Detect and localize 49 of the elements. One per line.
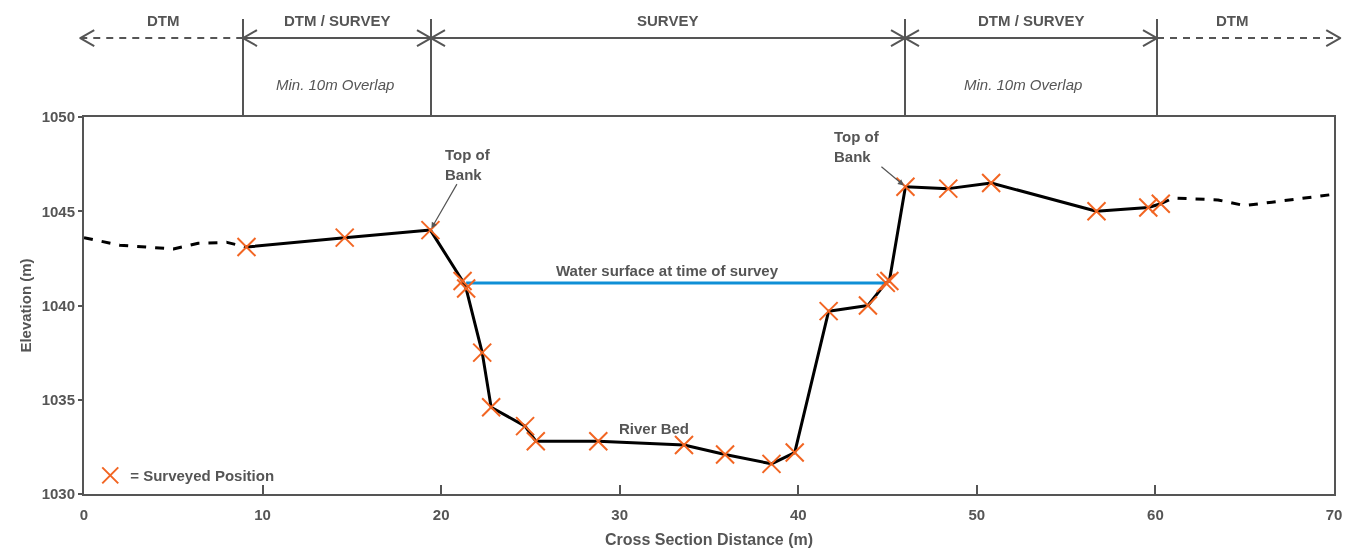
y-tick-label: 1045 — [41, 202, 75, 220]
text: DTM — [1216, 12, 1249, 29]
text: DTM / SURVEY — [284, 12, 391, 29]
y-axis-title: Elevation (m) — [17, 258, 35, 353]
point — [857, 295, 878, 316]
point — [818, 301, 839, 322]
annotation: River Bed — [619, 420, 690, 437]
x-tick-label: 40 — [789, 506, 807, 523]
point — [674, 434, 694, 455]
x-tick-label: 0 — [79, 506, 89, 523]
text: DTM — [147, 12, 180, 29]
text: Min. 10m Overlap — [964, 76, 1083, 93]
x-axis-title: Cross Section Distance (m) — [604, 531, 814, 549]
point — [1138, 197, 1159, 218]
point — [981, 172, 1002, 193]
text: Min. 10m Overlap — [276, 76, 395, 93]
point — [456, 278, 477, 299]
y-tick-label: 1040 — [41, 296, 75, 314]
annotation: Water surface at time of survey — [556, 262, 779, 279]
x-tick-label: 60 — [1147, 506, 1164, 523]
point — [784, 442, 805, 463]
point — [515, 416, 536, 437]
x-tick-label: 10 — [254, 506, 271, 523]
point — [761, 453, 782, 474]
point — [472, 342, 493, 363]
x-tick-label: 50 — [968, 506, 986, 523]
x-tick-label: 30 — [611, 506, 629, 523]
point — [420, 220, 441, 241]
point — [588, 431, 609, 452]
annotation: Top of Bank — [834, 128, 880, 165]
legend-label: = Surveyed Position — [130, 467, 275, 485]
y-tick-label: 1050 — [41, 108, 75, 126]
point — [452, 270, 473, 291]
y-tick-label: 1035 — [41, 391, 75, 408]
point — [236, 237, 257, 258]
point — [1150, 193, 1171, 214]
point — [525, 431, 546, 452]
x-tick-label: 20 — [432, 506, 450, 523]
point — [895, 176, 916, 197]
point — [1086, 201, 1107, 222]
point — [334, 227, 355, 248]
point — [715, 444, 736, 465]
text: DTM / SURVEY — [978, 12, 1085, 29]
point — [938, 178, 959, 199]
x-tick-label: 70 — [1325, 506, 1343, 523]
y-tick-label: 1030 — [41, 485, 75, 503]
point — [481, 397, 502, 418]
annotation: Top of Bank — [445, 146, 491, 183]
text: SURVEY — [637, 12, 699, 29]
